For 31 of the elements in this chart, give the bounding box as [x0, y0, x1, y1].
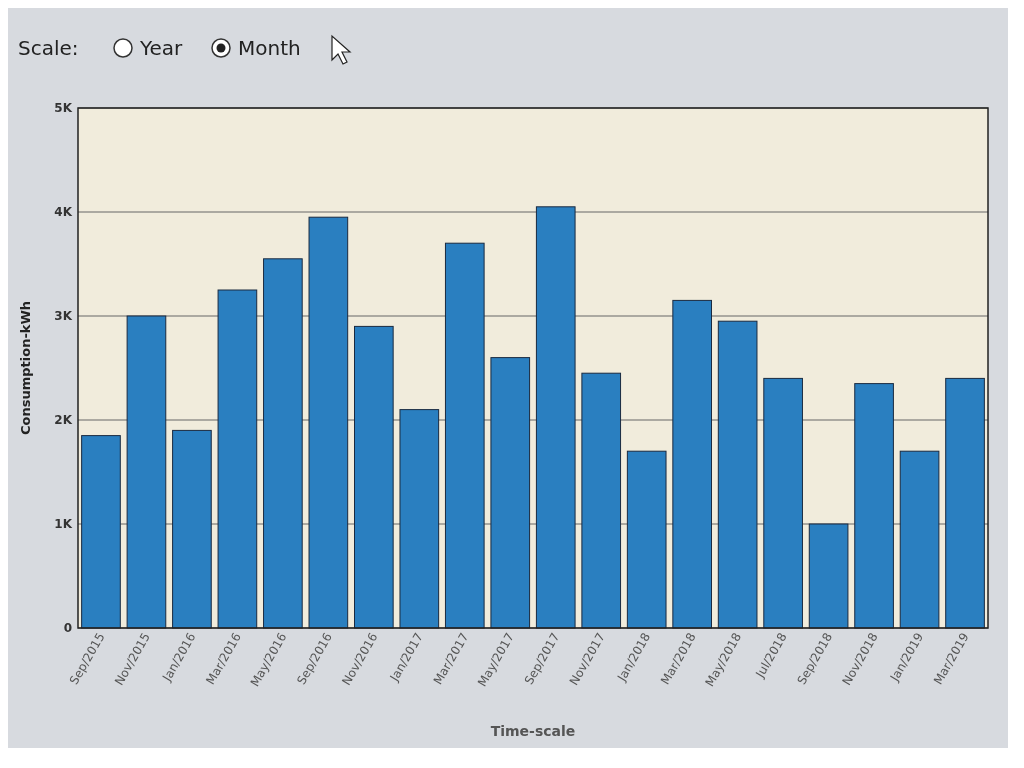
y-tick-label: 5K [54, 101, 73, 116]
bar [172, 429, 212, 629]
bar [217, 289, 258, 629]
bar [945, 377, 985, 629]
bar [308, 216, 349, 629]
x-axis-title: Time-scale [490, 723, 576, 739]
text: Month [238, 36, 301, 60]
bar [899, 450, 940, 629]
bar [854, 383, 894, 629]
bar [717, 320, 758, 629]
bar [808, 523, 849, 629]
bar [672, 299, 712, 629]
bar [81, 435, 121, 629]
bar [399, 409, 440, 629]
y-tick-label: 2K [54, 413, 73, 428]
y-tick-label: 4K [54, 205, 73, 220]
y-tick-label: 3K [54, 309, 73, 324]
bar [763, 377, 803, 629]
bar [263, 258, 303, 629]
y-tick-label: 0 [63, 621, 72, 636]
bar [626, 450, 667, 629]
text: Scale: [18, 36, 79, 60]
bar [444, 242, 485, 629]
bar [535, 206, 576, 629]
y-tick-label: 1K [54, 517, 73, 532]
y-axis-title: Consumption-kWh [18, 300, 33, 436]
text: Year [139, 36, 184, 60]
bar [354, 325, 394, 629]
bar [126, 315, 167, 629]
bar [581, 372, 622, 629]
bar [490, 357, 531, 629]
